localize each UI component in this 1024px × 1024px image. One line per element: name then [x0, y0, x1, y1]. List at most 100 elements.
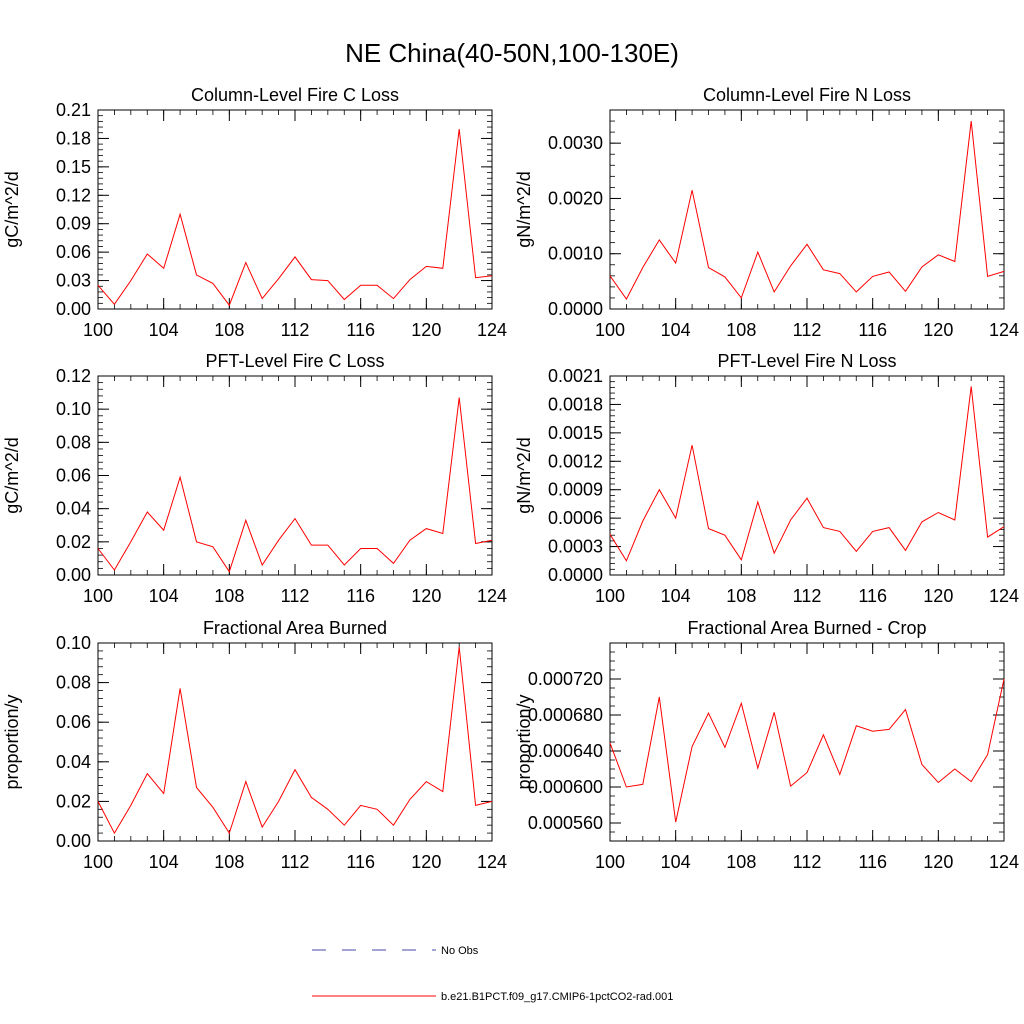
x-tick-label: 116 [346, 320, 375, 340]
plot-frame [609, 109, 1005, 310]
x-tick-label: 112 [281, 320, 310, 340]
x-tick-label: 108 [214, 320, 244, 340]
y-tick-label: 0.000640 [528, 741, 603, 761]
y-tick-label: 0.21 [56, 100, 91, 120]
x-tick-label: 104 [661, 320, 691, 340]
x-tick-label: 108 [214, 852, 244, 872]
y-tick-label: 0.000600 [528, 777, 603, 797]
y-tick-label: 0.15 [56, 157, 91, 177]
panel-1: Column-Level Fire N Loss gN/m^2/d 100 104 10… [514, 85, 1019, 340]
y-tick-label: 0.0012 [548, 451, 603, 471]
y-tick-label: 0.0006 [548, 508, 603, 528]
y-tick-label: 0.0030 [548, 133, 603, 153]
y-tick-label: 0.04 [56, 499, 91, 519]
x-tick-label: 112 [793, 586, 822, 606]
x-tick-label: 100 [83, 852, 113, 872]
y-axis-label: gC/m^2/d [2, 171, 22, 247]
y-tick-label: 0.0009 [548, 480, 603, 500]
y-tick-label: 0.08 [56, 432, 91, 452]
x-tick-label: 112 [281, 586, 310, 606]
x-tick-label: 120 [923, 320, 953, 340]
y-axis-label: proportion/y [514, 694, 534, 789]
x-tick-label: 120 [411, 852, 441, 872]
legend-label: No Obs [441, 945, 479, 957]
x-tick-label: 124 [989, 320, 1019, 340]
panel-4: Fractional Area Burned proportion/y 100 104… [2, 618, 507, 872]
x-tick-label: 100 [83, 320, 113, 340]
series-line [609, 386, 1005, 562]
y-tick-label: 0.0000 [548, 565, 603, 585]
x-tick-label: 116 [346, 852, 375, 872]
y-tick-label: 0.12 [56, 185, 91, 205]
plot-frame [97, 109, 493, 310]
x-tick-label: 100 [595, 586, 625, 606]
y-tick-label: 0.09 [56, 214, 91, 234]
y-tick-label: 0.18 [56, 128, 91, 148]
y-tick-label: 0.04 [56, 752, 91, 772]
x-tick-label: 116 [858, 586, 887, 606]
figure-title: NE China(40-50N,100-130E) [345, 38, 679, 68]
y-tick-label: 0.00 [56, 831, 91, 851]
x-tick-label: 124 [989, 852, 1019, 872]
y-tick-label: 0.0010 [548, 244, 603, 264]
x-tick-label: 124 [477, 320, 507, 340]
y-tick-label: 0.0021 [548, 366, 603, 386]
y-tick-label: 0.06 [56, 712, 91, 732]
panel-title: PFT-Level Fire N Loss [717, 351, 896, 371]
series-line [97, 128, 493, 307]
y-axis-label: proportion/y [2, 694, 22, 789]
panel-title: Column-Level Fire N Loss [703, 85, 911, 105]
series-line [609, 678, 1005, 823]
panel-title: Fractional Area Burned - Crop [687, 618, 926, 638]
y-tick-label: 0.06 [56, 466, 91, 486]
x-tick-label: 124 [477, 852, 507, 872]
x-tick-label: 116 [346, 586, 375, 606]
x-tick-label: 124 [989, 586, 1019, 606]
panel-3: PFT-Level Fire N Loss gN/m^2/d 100 104 108 11… [514, 351, 1019, 606]
x-tick-label: 100 [83, 586, 113, 606]
x-tick-label: 120 [923, 586, 953, 606]
plot-frame [609, 642, 1005, 842]
x-tick-label: 112 [281, 852, 310, 872]
x-tick-label: 108 [726, 320, 756, 340]
x-tick-label: 116 [858, 852, 887, 872]
plot-frame [97, 375, 493, 576]
y-tick-label: 0.0003 [548, 537, 603, 557]
y-tick-label: 0.02 [56, 532, 91, 552]
panel-title: Fractional Area Burned [203, 618, 387, 638]
legend: No Obs b.e21.B1PCT.f09_g17.CMIP6-1pctCO2-… [312, 945, 673, 1003]
y-tick-label: 0.02 [56, 791, 91, 811]
x-tick-label: 104 [661, 852, 691, 872]
y-tick-label: 0.03 [56, 271, 91, 291]
y-tick-label: 0.10 [56, 633, 91, 653]
y-tick-label: 0.00 [56, 565, 91, 585]
legend-label: b.e21.B1PCT.f09_g17.CMIP6-1pctCO2-rad.00… [441, 991, 673, 1003]
series-line [609, 121, 1005, 301]
panel-2: PFT-Level Fire C Loss gC/m^2/d 100 104 108 11… [2, 351, 507, 606]
panel-title: PFT-Level Fire C Loss [205, 351, 384, 371]
y-tick-label: 0.00 [56, 299, 91, 319]
y-tick-label: 0.0000 [548, 299, 603, 319]
y-tick-label: 0.0015 [548, 423, 603, 443]
panel-0: Column-Level Fire C Loss gC/m^2/d 100 104 10… [2, 85, 507, 340]
series-line [97, 646, 493, 835]
panel-title: Column-Level Fire C Loss [191, 85, 399, 105]
plot-frame [97, 642, 493, 842]
x-tick-label: 100 [595, 320, 625, 340]
x-tick-label: 108 [726, 852, 756, 872]
panels: Column-Level Fire C Loss gC/m^2/d 100 104 10… [2, 85, 1019, 872]
series-line [97, 397, 493, 573]
y-axis-label: gN/m^2/d [514, 171, 534, 247]
x-tick-label: 124 [477, 586, 507, 606]
y-tick-label: 0.000720 [528, 669, 603, 689]
x-tick-label: 120 [411, 586, 441, 606]
x-tick-label: 104 [149, 852, 179, 872]
panel-5: Fractional Area Burned - Crop proportion/… [514, 618, 1019, 872]
y-axis-label: gN/m^2/d [514, 437, 534, 513]
plot-frame [609, 375, 1005, 576]
x-tick-label: 112 [793, 852, 822, 872]
y-tick-label: 0.06 [56, 242, 91, 262]
x-tick-label: 104 [661, 586, 691, 606]
x-tick-label: 108 [726, 586, 756, 606]
